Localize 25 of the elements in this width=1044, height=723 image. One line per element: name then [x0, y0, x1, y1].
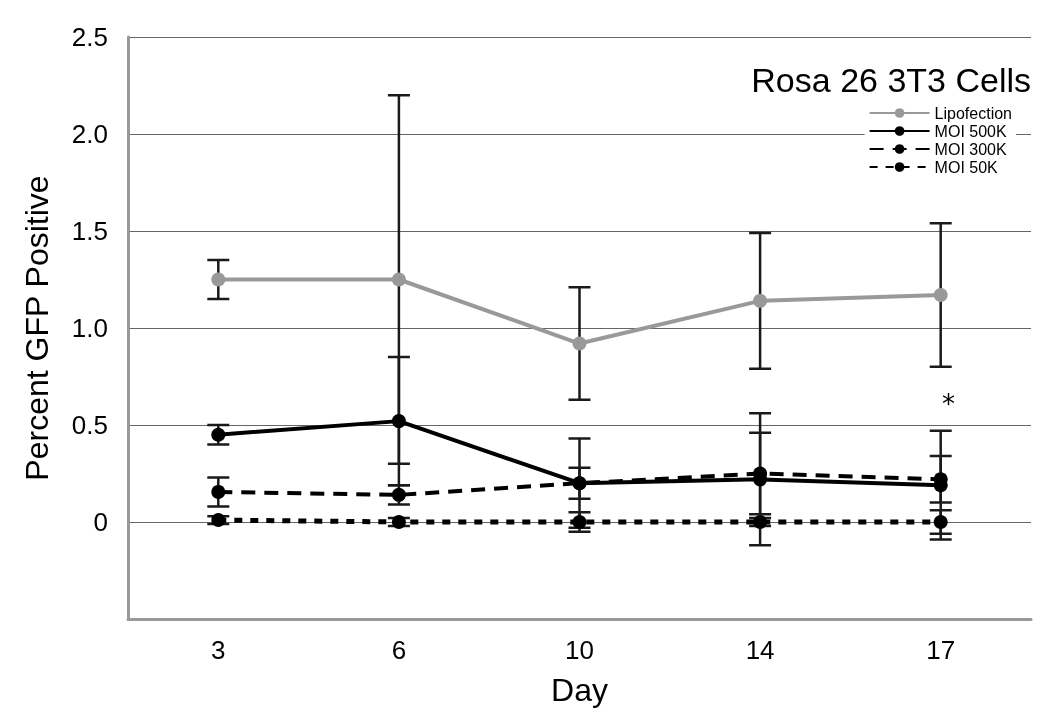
y-tick-label: 0 — [93, 507, 108, 537]
point — [572, 336, 587, 351]
legend-label: MOI 50K — [934, 158, 999, 176]
x-tick-label: 14 — [745, 635, 775, 665]
x-tick-label: 17 — [926, 635, 956, 665]
legend-label: MOI 500K — [934, 122, 1007, 140]
y-axis-title: Percent GFP Positive — [19, 175, 55, 481]
point — [933, 288, 948, 303]
point — [753, 293, 768, 308]
point — [572, 476, 587, 491]
point — [391, 414, 406, 429]
x-tick-label: 3 — [211, 635, 226, 665]
y-tick-label: 2.5 — [71, 22, 108, 52]
point — [391, 272, 406, 287]
text: Rosa 26 3T3 Cells — [751, 61, 1031, 99]
annotation: * — [942, 389, 955, 419]
y-tick-label: 2.0 — [71, 119, 108, 149]
y-tick-label: 1.0 — [71, 313, 108, 343]
y-tick-label: 0.5 — [71, 410, 108, 440]
x-tick-label: 10 — [565, 635, 594, 665]
x-axis-title: Day — [551, 672, 608, 708]
legend-label: MOI 300K — [934, 140, 1007, 158]
y-tick-label: 1.5 — [71, 216, 108, 246]
x-tick-label: 6 — [391, 635, 407, 665]
legend-label: Lipofection — [934, 104, 1012, 122]
